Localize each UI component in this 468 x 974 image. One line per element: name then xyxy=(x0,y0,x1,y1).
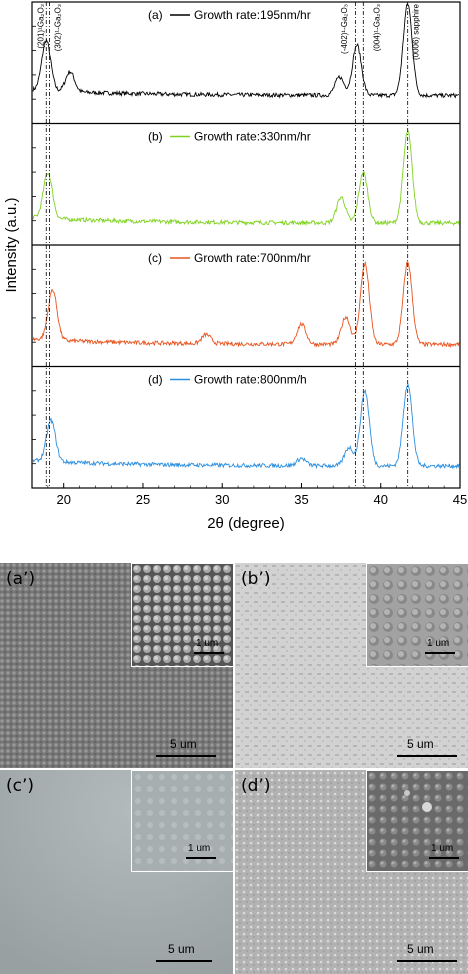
sem-inset: 1 um xyxy=(366,563,468,667)
sem-inset-texture xyxy=(132,771,233,871)
panel-label: (b) xyxy=(148,130,163,144)
sem-panel-label: (b’) xyxy=(241,569,271,589)
sem-inset: 1 um xyxy=(131,563,233,667)
inset-scale-bar xyxy=(425,652,455,654)
series-line xyxy=(32,3,460,99)
sem-panel-label: (d’) xyxy=(241,776,271,796)
x-tick-label: 25 xyxy=(136,492,150,507)
inset-scale-bar xyxy=(194,652,224,654)
x-axis-label: 2θ (degree) xyxy=(207,515,285,532)
inset-scale-bar xyxy=(429,857,459,859)
x-tick-label: 20 xyxy=(56,492,70,507)
x-tick-label: 45 xyxy=(453,492,467,507)
legend-text: Growth rate:800nm/h xyxy=(194,373,307,387)
sem-panel-label: (a’) xyxy=(6,569,36,589)
sem-inset: 1 um xyxy=(366,770,468,872)
legend-text: Growth rate:700nm/hr xyxy=(194,251,311,265)
main-scale-label: 5 um xyxy=(170,737,197,751)
x-tick-label: 40 xyxy=(374,492,388,507)
main-scale-label: 5 um xyxy=(168,942,195,956)
inset-scale-label: 1 um xyxy=(427,638,450,649)
reflection-label: (201)¹Ga₂O₃ xyxy=(36,4,45,49)
legend-text: Growth rate:330nm/hr xyxy=(194,130,311,144)
reflection-label: (302)¹-Ga₂O₃ xyxy=(53,4,62,51)
sem-inset-texture xyxy=(132,564,233,666)
panel-label: (a) xyxy=(148,8,163,22)
inset-scale-label: 1 um xyxy=(188,843,211,854)
panel-label: (d) xyxy=(148,373,163,387)
plot-frame xyxy=(31,1,461,489)
sem-inset-texture xyxy=(367,564,468,666)
y-axis-label: Intensity (a.u.) xyxy=(3,197,20,292)
legend-text: Growth rate:195nm/hr xyxy=(194,8,311,22)
sem-panel-b: 1 um (b’) 5 um xyxy=(235,563,468,768)
xrd-chart: (a) Growth rate:195nm/hr (b) Growth rate:33… xyxy=(3,1,467,532)
x-tick-label: 30 xyxy=(215,492,229,507)
reflection-label: (-402)¹-Ga₂O₃ xyxy=(340,4,349,54)
main-scale-label: 5 um xyxy=(407,942,434,956)
main-scale-bar xyxy=(156,755,216,757)
sem-panel-c: 1 um (c’) 5 um xyxy=(0,770,233,974)
sem-inset: 1 um xyxy=(131,770,233,872)
sem-panel-label: (c’) xyxy=(6,776,35,796)
x-tick-label: 35 xyxy=(294,492,308,507)
main-scale-label: 5 um xyxy=(407,737,434,751)
main-scale-bar xyxy=(156,960,212,962)
series-line xyxy=(32,383,460,470)
inset-scale-bar xyxy=(186,857,216,859)
sem-panel-a: 1 um (a’) 5 um xyxy=(0,563,233,768)
sem-panel-d: 1 um (d’) 5 um xyxy=(235,770,468,974)
sem-inset-texture xyxy=(367,771,468,871)
series-line xyxy=(32,260,460,349)
inset-scale-label: 1 um xyxy=(431,843,454,854)
reflection-label: (0006) sapphire xyxy=(412,3,421,60)
main-scale-bar xyxy=(397,960,457,962)
inset-scale-label: 1 um xyxy=(196,638,219,649)
reflection-label: (004)¹-Ga₂O₃ xyxy=(373,4,382,51)
series-line xyxy=(32,129,460,227)
panel-label: (c) xyxy=(148,251,162,265)
main-scale-bar xyxy=(397,755,457,757)
